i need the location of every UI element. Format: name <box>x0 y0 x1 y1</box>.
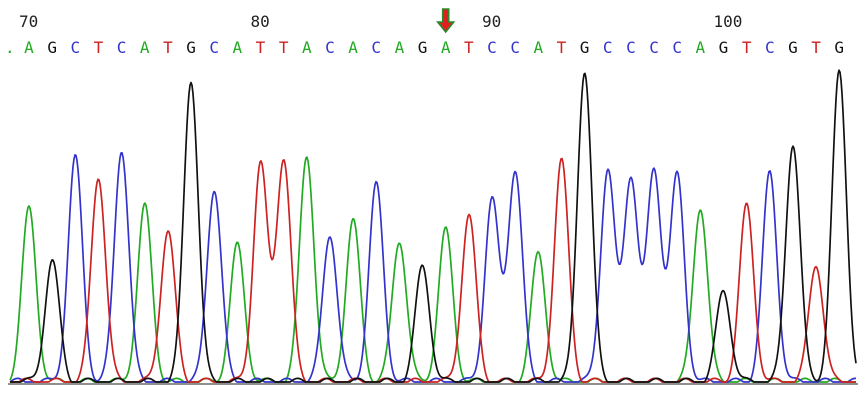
base-call-c: C <box>510 38 520 57</box>
base-call-g: G <box>788 38 798 57</box>
base-call-g: G <box>47 38 57 57</box>
base-call-a: A <box>441 38 451 57</box>
base-call-c: C <box>325 38 335 57</box>
base-call-a: A <box>348 38 358 57</box>
base-call-g: G <box>418 38 428 57</box>
base-call-g: G <box>719 38 729 57</box>
trace-group <box>9 69 857 383</box>
marker-group <box>436 8 456 34</box>
position-label: 70 <box>19 12 38 31</box>
base-call-c: C <box>371 38 381 57</box>
base-call-t: T <box>811 38 821 57</box>
base-call-c: C <box>765 38 775 57</box>
position-ticks: 70 80 90 100 <box>19 12 742 31</box>
base-call-c: C <box>672 38 682 57</box>
base-call-c: C <box>70 38 80 57</box>
base-call-g: G <box>580 38 590 57</box>
position-label: 90 <box>482 12 501 31</box>
trace-g <box>10 69 857 383</box>
base-call-g: G <box>834 38 844 57</box>
base-call-t: T <box>279 38 289 57</box>
sequence-leading-mark: . <box>5 38 15 57</box>
base-call-t: T <box>94 38 104 57</box>
base-call-a: A <box>233 38 243 57</box>
base-call-c: C <box>649 38 659 57</box>
trace-c <box>9 151 856 383</box>
base-call-a: A <box>533 38 543 57</box>
base-call-t: T <box>464 38 474 57</box>
base-call-t: T <box>742 38 752 57</box>
base-call-c: C <box>487 38 497 57</box>
trace-t <box>10 157 856 383</box>
base-call-t: T <box>256 38 266 57</box>
base-call-c: C <box>626 38 636 57</box>
base-call-c: C <box>117 38 127 57</box>
base-call-c: C <box>209 38 219 57</box>
base-call-a: A <box>24 38 34 57</box>
base-call-g: G <box>186 38 196 57</box>
base-call-t: T <box>557 38 567 57</box>
position-label: 100 <box>714 12 743 31</box>
red-down-arrow-icon <box>436 8 456 34</box>
base-call-a: A <box>696 38 706 57</box>
position-label: 80 <box>251 12 270 31</box>
trace-a <box>9 156 856 383</box>
base-call-t: T <box>163 38 173 57</box>
base-call-c: C <box>603 38 613 57</box>
base-call-a: A <box>302 38 312 57</box>
base-call-a: A <box>140 38 150 57</box>
base-call-a: A <box>395 38 405 57</box>
